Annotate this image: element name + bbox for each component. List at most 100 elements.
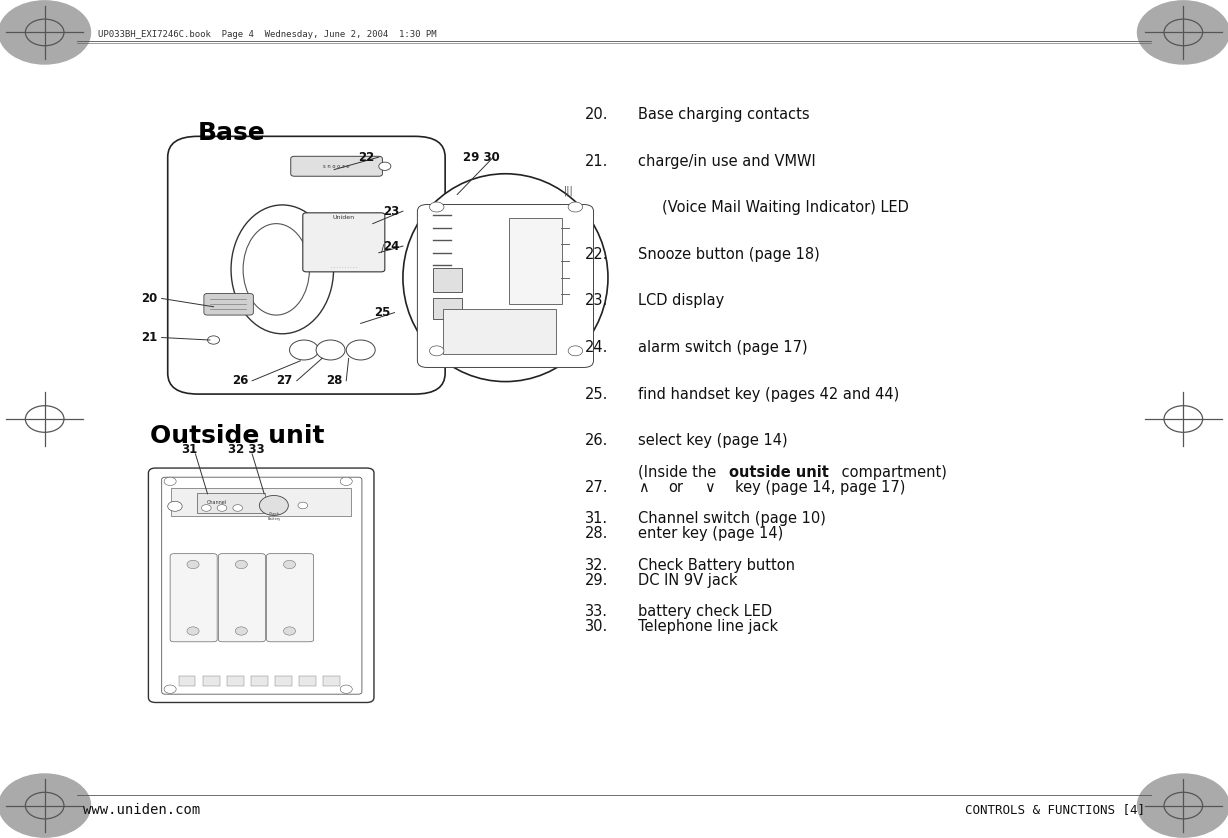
Text: 20: 20 [141, 292, 157, 305]
Ellipse shape [403, 173, 608, 381]
Text: 26.: 26. [585, 433, 608, 448]
Circle shape [569, 346, 582, 356]
Text: Check Battery button: Check Battery button [639, 558, 795, 573]
FancyBboxPatch shape [162, 477, 362, 694]
Text: 32.: 32. [585, 558, 608, 573]
Circle shape [298, 502, 308, 509]
FancyBboxPatch shape [323, 676, 340, 685]
Circle shape [259, 495, 289, 515]
Text: 27.: 27. [585, 479, 608, 494]
Circle shape [217, 504, 227, 511]
Text: CONTROLS & FUNCTIONS [4]: CONTROLS & FUNCTIONS [4] [965, 803, 1144, 816]
Text: compartment): compartment) [837, 465, 947, 479]
Text: 29.: 29. [585, 573, 608, 587]
Text: 25.: 25. [585, 386, 608, 401]
Circle shape [316, 340, 345, 360]
Text: 22.: 22. [585, 247, 608, 262]
Text: www.uniden.com: www.uniden.com [84, 803, 200, 817]
FancyBboxPatch shape [443, 309, 556, 354]
Text: (Voice Mail Waiting Indicator) LED: (Voice Mail Waiting Indicator) LED [662, 200, 909, 215]
Text: Uniden: Uniden [333, 215, 355, 220]
Text: 22: 22 [359, 151, 375, 163]
Text: 21: 21 [141, 331, 157, 344]
Text: ∨: ∨ [705, 479, 715, 494]
Text: 31: 31 [182, 443, 198, 456]
Text: battery check LED: battery check LED [639, 604, 772, 619]
FancyBboxPatch shape [291, 157, 382, 176]
Text: Base charging contacts: Base charging contacts [639, 107, 809, 122]
Text: Check
Battery: Check Battery [268, 512, 280, 520]
Text: 27: 27 [276, 375, 292, 387]
Text: |||: ||| [564, 186, 573, 196]
Text: Outside unit: Outside unit [150, 424, 324, 448]
Circle shape [430, 346, 445, 356]
FancyBboxPatch shape [149, 468, 375, 702]
FancyBboxPatch shape [203, 676, 220, 685]
Text: Channel switch (page 10): Channel switch (page 10) [639, 511, 826, 526]
Circle shape [236, 627, 247, 635]
Text: 26: 26 [232, 375, 248, 387]
Circle shape [340, 685, 352, 693]
Text: select key (page 14): select key (page 14) [639, 433, 787, 448]
FancyBboxPatch shape [172, 488, 351, 516]
Circle shape [1137, 1, 1228, 64]
Circle shape [187, 627, 199, 635]
Text: 23.: 23. [585, 293, 608, 308]
FancyBboxPatch shape [418, 204, 593, 367]
Text: 20.: 20. [585, 107, 608, 122]
Text: ∧: ∧ [639, 479, 648, 494]
Text: 32 33: 32 33 [228, 443, 264, 456]
Circle shape [165, 477, 176, 485]
Circle shape [569, 202, 582, 212]
Text: 23: 23 [383, 204, 399, 218]
Text: DC IN 9V jack: DC IN 9V jack [639, 573, 738, 587]
FancyBboxPatch shape [266, 554, 313, 642]
Ellipse shape [231, 205, 334, 334]
Text: charge/in use and VMWI: charge/in use and VMWI [639, 154, 815, 168]
FancyBboxPatch shape [433, 297, 462, 319]
Circle shape [430, 202, 445, 212]
Circle shape [1137, 774, 1228, 837]
Text: UP033BH_EXI7246C.book  Page 4  Wednesday, June 2, 2004  1:30 PM: UP033BH_EXI7246C.book Page 4 Wednesday, … [98, 30, 436, 39]
Text: 25: 25 [375, 306, 391, 319]
Circle shape [165, 685, 176, 693]
Text: 28.: 28. [585, 526, 608, 541]
Text: Snooze button (page 18): Snooze button (page 18) [639, 247, 820, 262]
Text: outside unit: outside unit [728, 465, 829, 479]
Circle shape [340, 477, 352, 485]
FancyBboxPatch shape [168, 137, 445, 394]
Circle shape [0, 774, 91, 837]
FancyBboxPatch shape [178, 676, 195, 685]
Text: 31.: 31. [585, 511, 608, 526]
Text: Channel: Channel [206, 499, 226, 504]
Circle shape [201, 504, 211, 511]
Circle shape [346, 340, 376, 360]
Text: or: or [668, 479, 683, 494]
Text: enter key (page 14): enter key (page 14) [639, 526, 783, 541]
Text: alarm switch (page 17): alarm switch (page 17) [639, 340, 808, 355]
Ellipse shape [243, 224, 309, 315]
Text: (Inside the: (Inside the [639, 465, 721, 479]
Text: /: / [381, 244, 384, 254]
FancyBboxPatch shape [227, 676, 243, 685]
FancyBboxPatch shape [251, 676, 268, 685]
FancyBboxPatch shape [275, 676, 292, 685]
Text: 29 30: 29 30 [463, 151, 500, 163]
FancyBboxPatch shape [433, 267, 462, 292]
Circle shape [208, 336, 220, 344]
Circle shape [378, 162, 391, 170]
Circle shape [187, 561, 199, 569]
Text: - - - - - - - - - -: - - - - - - - - - - [330, 265, 357, 269]
Circle shape [0, 1, 91, 64]
Circle shape [168, 501, 182, 511]
Text: 28: 28 [325, 375, 343, 387]
Circle shape [284, 561, 296, 569]
Circle shape [290, 340, 318, 360]
Text: key (page 14, page 17): key (page 14, page 17) [734, 479, 905, 494]
Text: 21.: 21. [585, 154, 608, 168]
Circle shape [236, 561, 247, 569]
FancyBboxPatch shape [510, 218, 562, 304]
Circle shape [284, 627, 296, 635]
FancyBboxPatch shape [219, 554, 265, 642]
Text: 24: 24 [383, 240, 399, 252]
